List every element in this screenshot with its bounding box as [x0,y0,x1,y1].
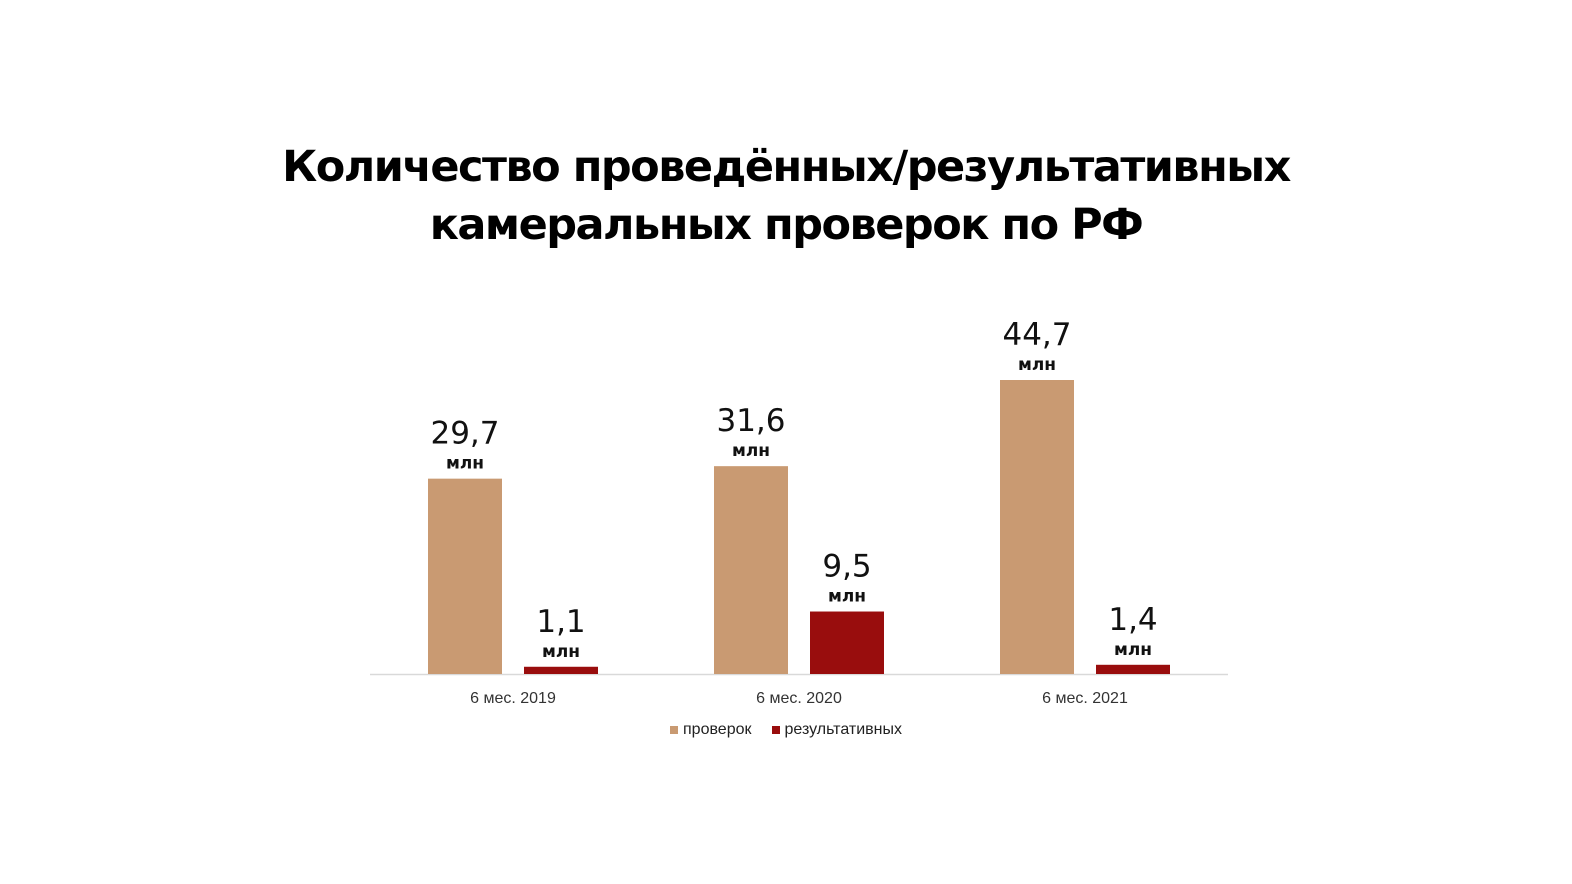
bar-checks-1 [714,466,788,674]
legend-item-effective: результативных [771,721,902,739]
data-label-value: 9,5 [822,549,871,585]
data-label-value: 31,6 [716,403,785,439]
data-label-unit: млн [542,642,580,662]
chart-title-line-1: Количество проведённых/результативных [282,142,1291,192]
x-tick-label: 6 мес. 2019 [470,690,556,707]
x-tick-label: 6 мес. 2021 [1042,690,1128,707]
data-label-unit: млн [1018,355,1056,375]
chart-title: Количество проведённых/результативных ка… [0,138,1572,254]
data-label-unit: млн [446,454,484,474]
data-label-unit: млн [1114,640,1152,660]
legend-swatch-checks [670,726,679,734]
bar-effective-1 [810,611,884,674]
bar-checks-2 [1000,380,1074,674]
data-label-value: 1,1 [536,604,585,640]
data-label-value: 29,7 [430,416,499,452]
bar-effective-2 [1096,664,1170,674]
x-tick-label: 6 мес. 2020 [756,690,842,707]
bar-effective-0 [524,666,598,674]
data-label-unit: млн [828,587,866,607]
chart-legend: проверок результативных [0,721,1572,739]
legend-label-checks: проверок [683,721,752,738]
legend-swatch-effective [771,726,780,734]
chart-title-line-2: камеральных проверок по РФ [429,200,1144,250]
legend-label-effective: результативных [784,721,902,738]
bar-checks-0 [428,478,502,674]
data-label-unit: млн [732,441,770,461]
data-label-value: 44,7 [1002,317,1071,353]
data-label-value: 1,4 [1108,602,1157,638]
legend-item-checks: проверок [670,721,752,739]
